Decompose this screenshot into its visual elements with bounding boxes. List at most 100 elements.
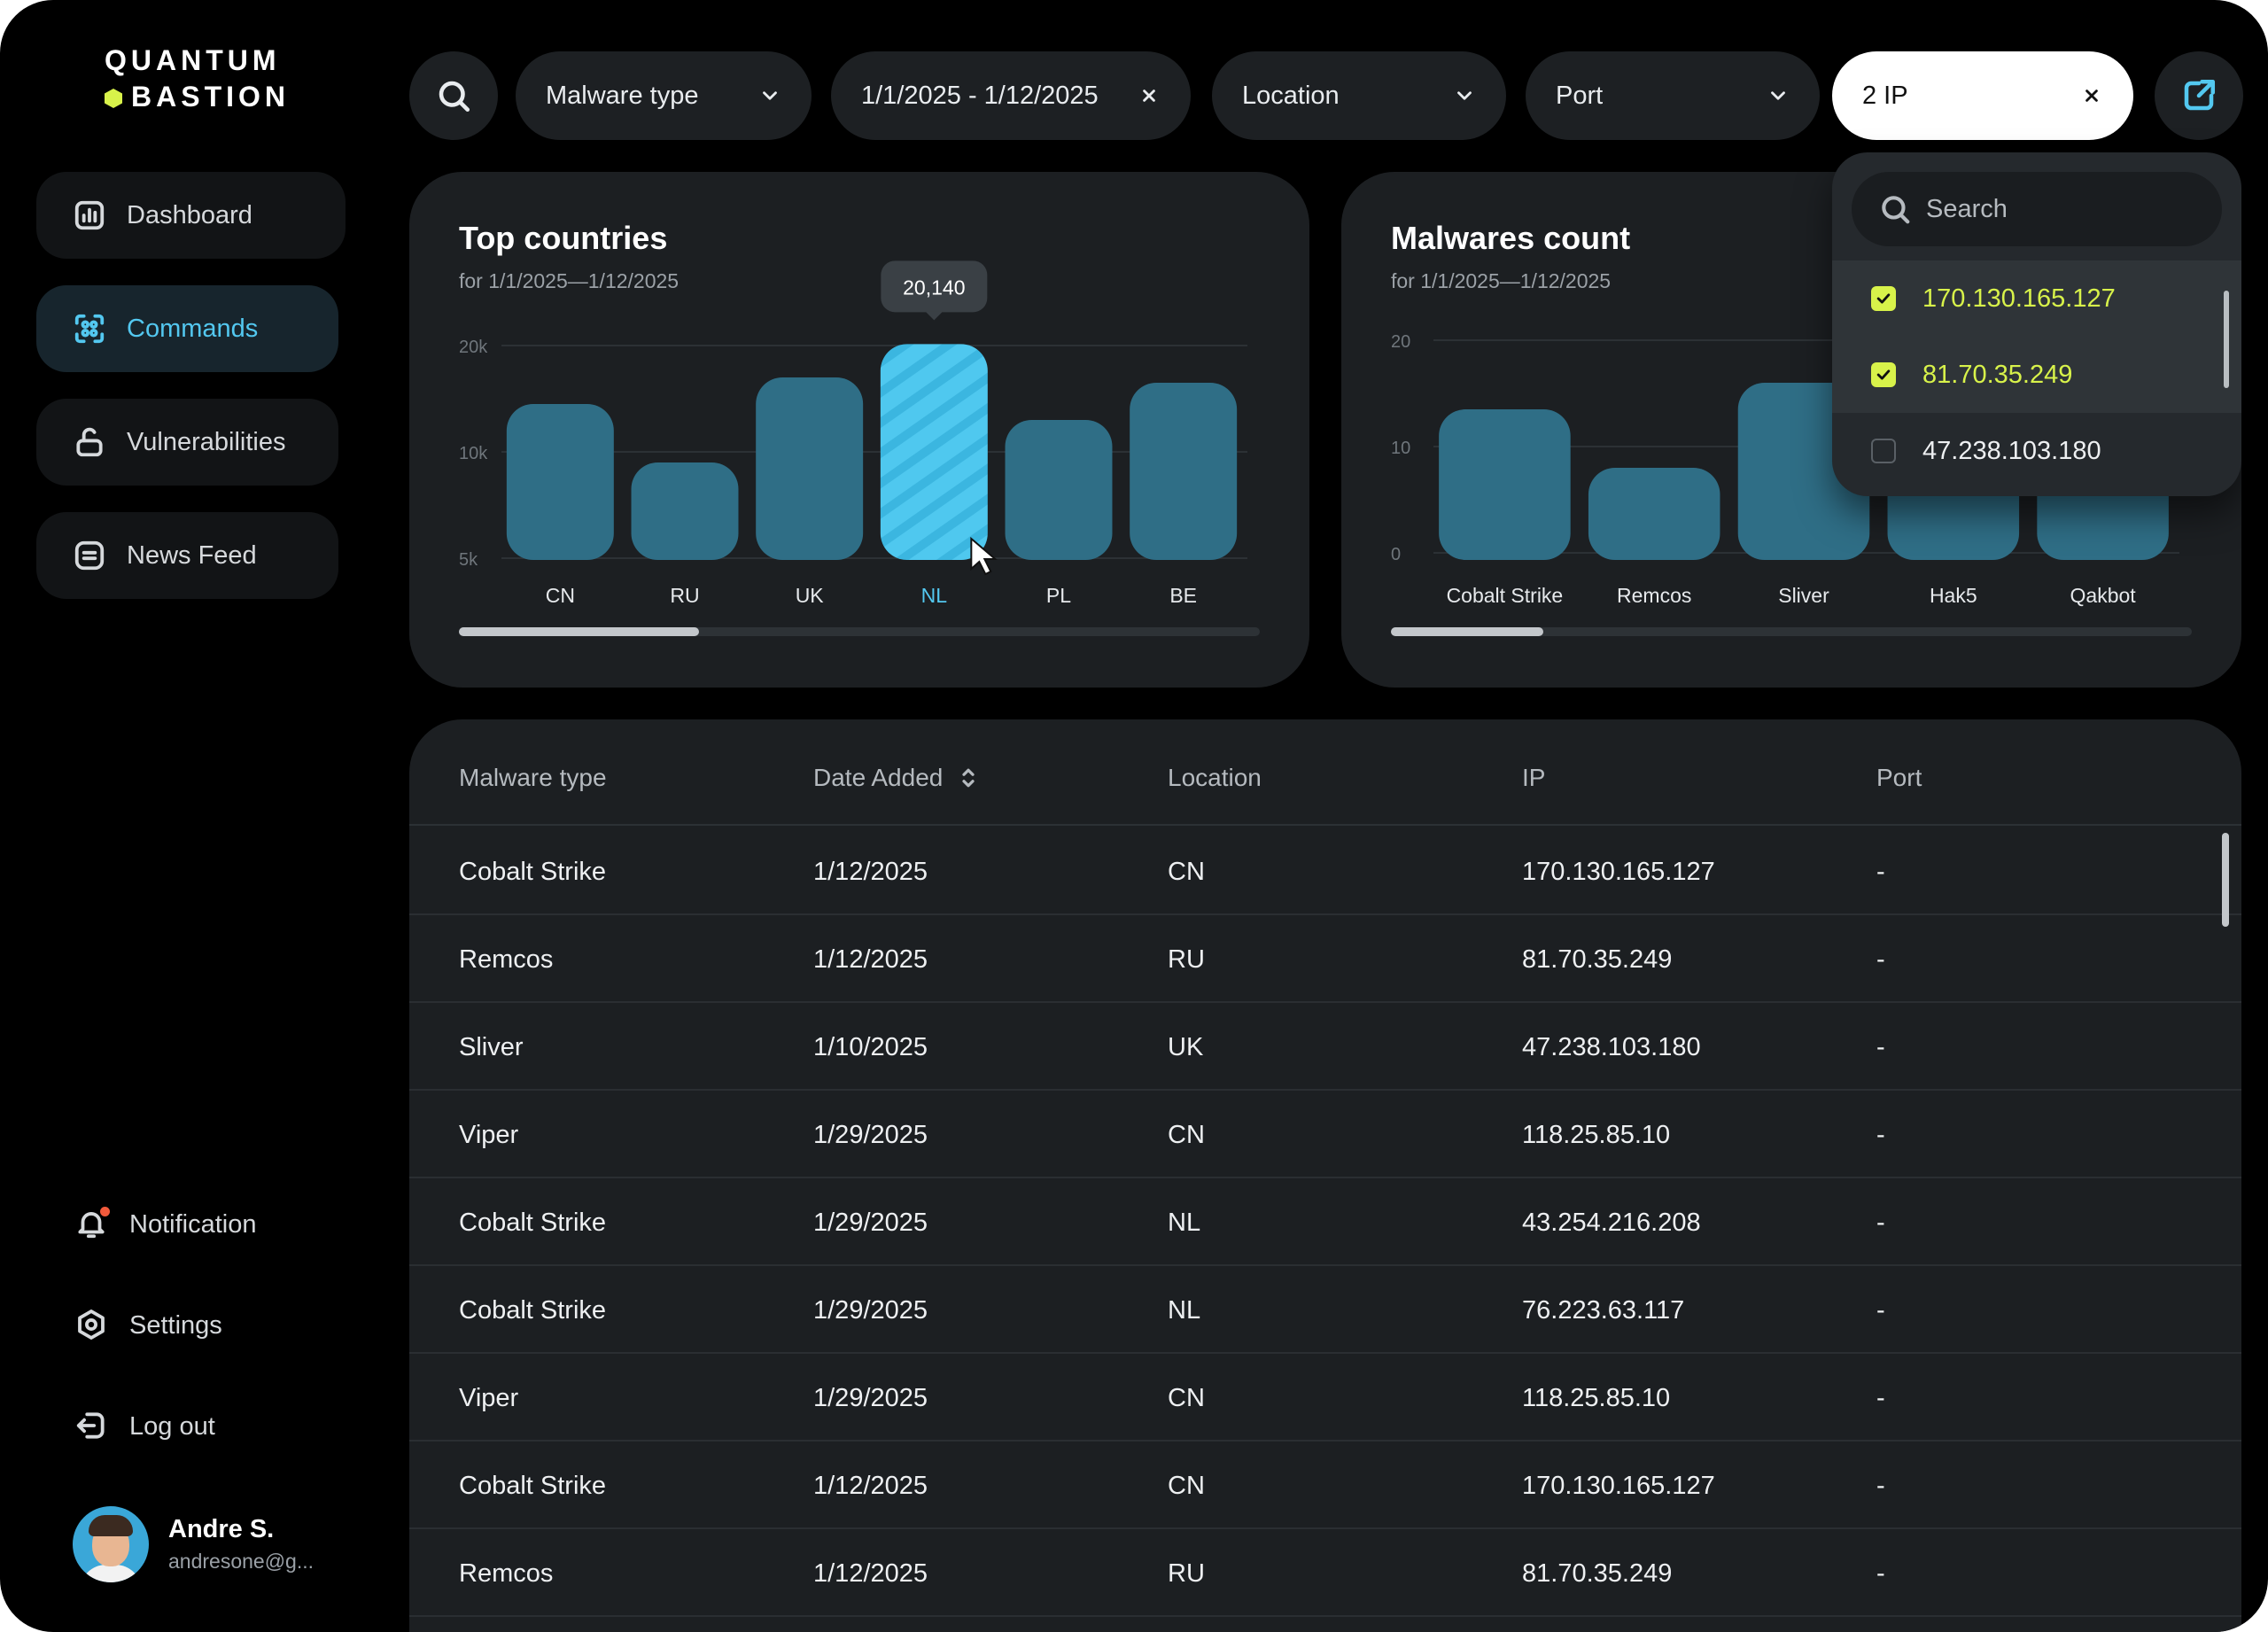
- column-header-port[interactable]: Port: [1876, 764, 1922, 792]
- table-row[interactable]: Viper 1/29/2025 CN 118.25.85.10 -: [409, 1091, 2241, 1178]
- table-row[interactable]: Remcos 1/12/2025 RU 81.70.35.249 -: [409, 915, 2241, 1003]
- cell-port: -: [1876, 1472, 1885, 1500]
- chart-scrollbar-thumb[interactable]: [459, 627, 700, 636]
- ip-search-input[interactable]: Search: [1852, 172, 2222, 246]
- bell-icon: [74, 1207, 110, 1242]
- column-header-location[interactable]: Location: [1168, 764, 1262, 792]
- checkbox-checked-icon[interactable]: [1871, 286, 1896, 311]
- column-header-malware-type[interactable]: Malware type: [459, 764, 607, 792]
- table-row[interactable]: Sliver 1/10/2025 UK 47.238.103.180 -: [409, 1003, 2241, 1091]
- close-icon[interactable]: [1138, 84, 1161, 107]
- cell-malware-type: Viper: [459, 1384, 519, 1412]
- malware-type-filter[interactable]: Malware type: [516, 51, 812, 140]
- data-table: Malware type Date Added Location IP Port…: [409, 719, 2241, 1632]
- cell-ip: 170.130.165.127: [1522, 858, 1715, 886]
- lock-open-icon: [72, 424, 107, 460]
- cell-location: NL: [1168, 1296, 1201, 1325]
- cell-malware-type: Remcos: [459, 945, 554, 974]
- chart-scrollbar-thumb[interactable]: [1391, 627, 1543, 636]
- cell-location: RU: [1168, 945, 1205, 974]
- table-row[interactable]: Remcos 1/12/2025 RU 81.70.35.249 -: [409, 1529, 2241, 1617]
- ip-option[interactable]: 47.238.103.180: [1832, 413, 2241, 489]
- cell-location: CN: [1168, 1121, 1205, 1149]
- x-tick-label: Cobalt Strike: [1447, 584, 1564, 607]
- table-row[interactable]: Cobalt Strike 1/12/2025 CN 170.130.165.127 -: [409, 828, 2241, 915]
- logout-icon: [74, 1409, 110, 1444]
- search-button[interactable]: [409, 51, 498, 140]
- ip-option-label: 170.130.165.127: [1922, 284, 2116, 313]
- sidebar-item-commands[interactable]: Commands: [36, 285, 338, 372]
- chart-subtitle: for 1/1/2025—1/12/2025: [459, 269, 680, 292]
- ip-option[interactable]: 81.70.35.249: [1832, 337, 2241, 413]
- table-scrollbar[interactable]: [2222, 833, 2229, 927]
- ip-filter[interactable]: 2 IP: [1832, 51, 2133, 140]
- chart-title: Top countries: [459, 220, 668, 256]
- port-filter-label: Port: [1556, 81, 1604, 110]
- y-tick-label: 10: [1391, 439, 1410, 458]
- y-tick-label: 5k: [459, 550, 478, 570]
- sidebar-item-dashboard[interactable]: Dashboard: [36, 172, 346, 259]
- cell-port: -: [1876, 1208, 1885, 1237]
- table-row[interactable]: Cobalt Strike 1/29/2025 NL 43.254.216.208 -: [409, 1178, 2241, 1266]
- cell-date-added: 1/12/2025: [813, 1472, 928, 1500]
- cell-location: CN: [1168, 1384, 1205, 1412]
- dropdown-scrollbar[interactable]: [2224, 291, 2229, 388]
- chevron-down-icon: [1771, 91, 1785, 100]
- bar-pl[interactable]: [1005, 420, 1113, 560]
- checkbox-empty-icon[interactable]: [1871, 439, 1896, 463]
- column-header-date-added[interactable]: Date Added: [813, 764, 978, 792]
- sort-icon[interactable]: [959, 765, 978, 791]
- x-tick-label: NL: [921, 584, 948, 607]
- bar-cobalt-strike[interactable]: [1439, 409, 1571, 560]
- cell-port: -: [1876, 1121, 1885, 1149]
- bar-nl[interactable]: [880, 344, 988, 560]
- table-row[interactable]: Cobalt Strike 1/29/2025 NL 76.223.63.117 -: [409, 1266, 2241, 1354]
- settings-label: Settings: [129, 1310, 222, 1340]
- column-header-label: Location: [1168, 764, 1262, 791]
- column-header-label: Malware type: [459, 764, 607, 791]
- sidebar-item-news-feed[interactable]: News Feed: [36, 512, 338, 599]
- sidebar-item-label: Commands: [127, 314, 259, 343]
- export-button[interactable]: [2155, 51, 2243, 140]
- date-range-filter[interactable]: 1/1/2025 - 1/12/2025: [831, 51, 1191, 140]
- column-header-ip[interactable]: IP: [1522, 764, 1545, 792]
- ip-option-label: 81.70.35.249: [1922, 360, 2073, 389]
- ip-option[interactable]: 170.130.165.127: [1832, 260, 2241, 337]
- bar-uk[interactable]: [756, 377, 864, 560]
- bar-ru[interactable]: [631, 462, 739, 560]
- cell-date-added: 1/29/2025: [813, 1384, 928, 1412]
- y-tick-label: 20k: [459, 338, 488, 357]
- cell-malware-type: Cobalt Strike: [459, 1296, 607, 1325]
- search-icon: [439, 81, 470, 113]
- x-tick-label: CN: [546, 584, 575, 607]
- close-icon[interactable]: [2080, 84, 2103, 107]
- chevron-down-icon: [763, 91, 777, 100]
- notification-label: Notification: [129, 1209, 257, 1239]
- bar-tooltip: 20,140: [881, 260, 988, 321]
- countries-bar-chart[interactable]: 5k 10k 20k CN RU UK NL 20,140 PL BE: [409, 172, 1309, 688]
- chart-scrollbar[interactable]: [459, 627, 1260, 636]
- ip-filter-label: 2 IP: [1862, 81, 1908, 110]
- ip-dropdown: Search 170.130.165.127 81.70.35.249 47.2…: [1832, 152, 2241, 496]
- notification-link[interactable]: Notification: [74, 1207, 256, 1242]
- logout-link[interactable]: Log out: [74, 1409, 215, 1444]
- table-row[interactable]: Viper 1/29/2025 CN 118.25.85.10 -: [409, 1354, 2241, 1442]
- cell-port: -: [1876, 1559, 1885, 1588]
- bar-cn[interactable]: [506, 404, 614, 560]
- cell-port: -: [1876, 858, 1885, 886]
- cell-location: NL: [1168, 1208, 1201, 1237]
- chart-scrollbar[interactable]: [1391, 627, 2192, 636]
- x-tick-label: Qakbot: [2070, 584, 2137, 607]
- y-tick-label: 20: [1391, 332, 1410, 352]
- bar-be[interactable]: [1130, 383, 1238, 560]
- user-profile[interactable]: Andre S. andresone@g...: [73, 1506, 314, 1582]
- search-icon: [1882, 196, 1910, 224]
- bar-remcos[interactable]: [1588, 468, 1720, 560]
- checkbox-checked-icon[interactable]: [1871, 362, 1896, 387]
- table-row[interactable]: Cobalt Strike 1/12/2025 CN 170.130.165.127 -: [409, 1442, 2241, 1529]
- settings-link[interactable]: Settings: [74, 1308, 222, 1343]
- sidebar-item-vulnerabilities[interactable]: Vulnerabilities: [36, 399, 338, 486]
- port-filter[interactable]: Port: [1526, 51, 1820, 140]
- location-filter[interactable]: Location: [1212, 51, 1506, 140]
